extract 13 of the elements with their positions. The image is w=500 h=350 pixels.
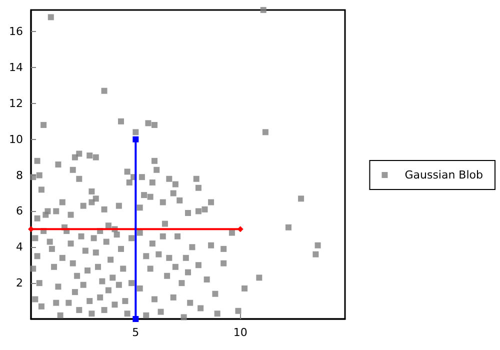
point: [132, 136, 139, 142]
point: [28, 226, 34, 232]
y-tick-label: 10: [9, 132, 23, 146]
x-tick-label: 5: [132, 326, 140, 339]
legend-label: Gaussian Blob: [404, 168, 484, 182]
point: [132, 316, 139, 322]
y-tick-label: 12: [9, 96, 23, 110]
y-tick-label: 8: [16, 168, 23, 182]
y-tick-label: 14: [9, 60, 23, 74]
y-tick-label: 4: [16, 240, 23, 254]
y-tick-label: 2: [16, 276, 23, 290]
y-tick-label: 16: [9, 25, 23, 38]
y-tick-label: 6: [16, 204, 23, 218]
